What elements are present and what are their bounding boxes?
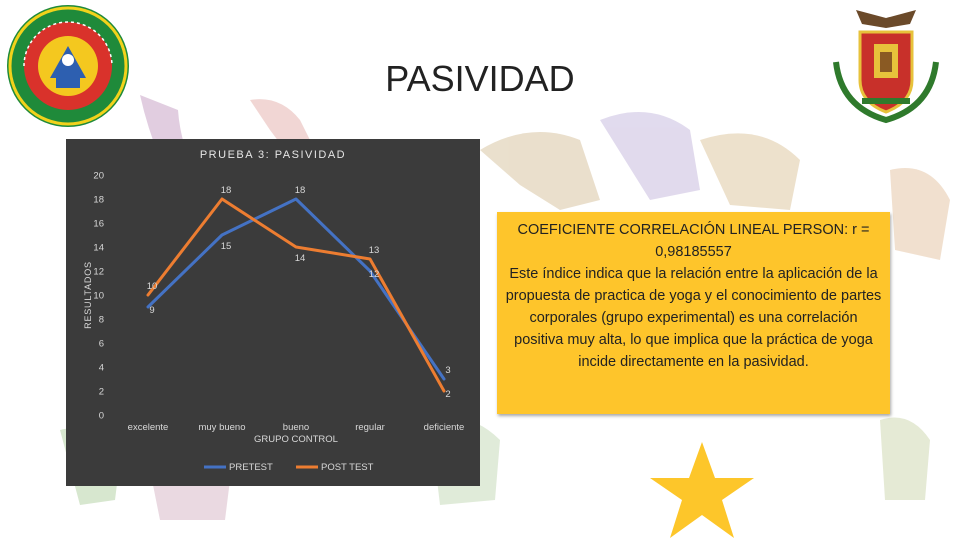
chart-title: PRUEBA 3: PASIVIDAD [199, 149, 347, 161]
y-tick-label: 14 [93, 243, 104, 254]
series-line-2 [146, 197, 446, 393]
data-label: 3 [445, 365, 450, 376]
x-tick-label: excelente [128, 422, 169, 433]
x-tick-label: deficiente [424, 422, 465, 433]
cafder-logo [7, 5, 129, 127]
y-tick-label: 20 [93, 171, 104, 182]
y-tick-label: 4 [99, 363, 104, 374]
y-tick-label: 0 [99, 411, 104, 422]
legend-label-1: PRETEST [229, 462, 273, 473]
y-tick-label: 18 [93, 195, 104, 206]
x-axis-label: GRUPO CONTROL [254, 434, 338, 445]
correlation-heading: COEFICIENTE CORRELACIÓN LINEAL PERSON: r… [517, 222, 870, 260]
correlation-info-box: COEFICIENTE CORRELACIÓN LINEAL PERSON: r… [497, 212, 890, 414]
data-label: 18 [221, 185, 232, 196]
chart-panel: PRUEBA 3: PASIVIDAD 0 2 4 6 8 10 12 14 16 18 20 RES… [66, 139, 480, 486]
y-tick-label: 16 [93, 219, 104, 230]
y-tick-label: 10 [93, 291, 104, 302]
y-tick-label: 2 [99, 387, 104, 398]
page-title: PASIVIDAD [385, 58, 575, 99]
legend-label-2: POST TEST [321, 462, 374, 473]
star-icon [650, 442, 754, 538]
data-label: 10 [147, 281, 158, 292]
data-label: 9 [149, 305, 154, 316]
data-label: 12 [369, 269, 380, 280]
y-tick-label: 12 [93, 267, 104, 278]
data-label: 18 [295, 185, 306, 196]
data-label: 15 [221, 241, 232, 252]
data-label: 14 [295, 253, 306, 264]
y-tick-label: 8 [99, 315, 104, 326]
data-label: 2 [445, 389, 450, 400]
x-tick-label: bueno [283, 422, 309, 433]
series-line-1 [146, 197, 446, 381]
line-chart: 0 2 4 6 8 10 12 14 16 18 20 RESULTADOS excelente muy … [83, 171, 465, 474]
x-tick-label: regular [355, 422, 385, 433]
y-axis-label: RESULTADOS [83, 261, 93, 329]
university-coat-of-arms [833, 10, 939, 124]
x-tick-label: muy bueno [198, 422, 245, 433]
correlation-description: Este índice indica que la relación entre… [505, 266, 882, 370]
y-tick-label: 6 [99, 339, 104, 350]
data-label: 13 [369, 245, 380, 256]
